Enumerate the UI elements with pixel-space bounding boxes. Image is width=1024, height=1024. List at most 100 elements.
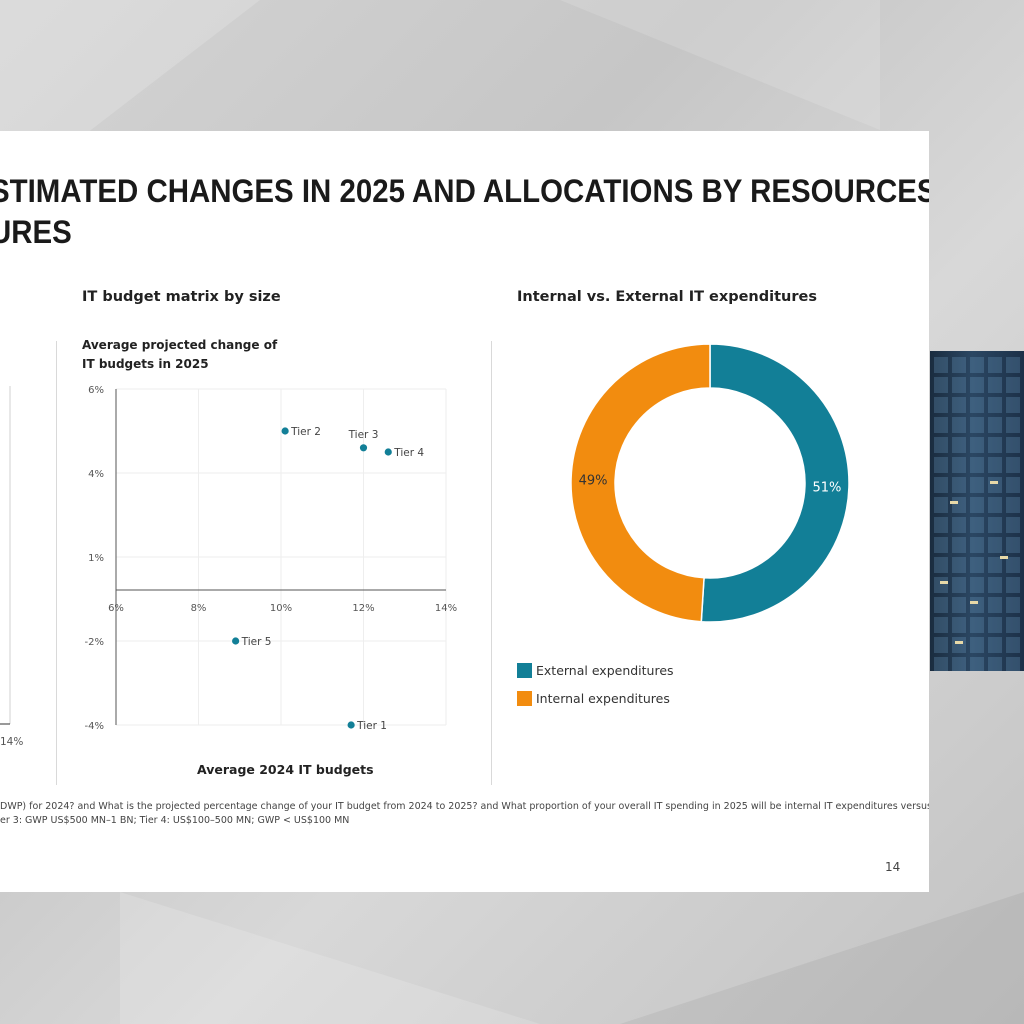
- photo-window: [952, 497, 966, 513]
- photo-light: [970, 601, 978, 604]
- scatter-y-axis-title: Average projected change of IT budgets i…: [82, 338, 278, 371]
- photo-window: [934, 557, 948, 573]
- legend-swatch: [517, 690, 532, 706]
- footnote-line1: DWP) for 2024? and What is the projected…: [0, 801, 929, 812]
- background-shape: [560, 0, 880, 130]
- x-tick-label: 6%: [108, 603, 124, 614]
- photo-window: [1006, 417, 1020, 433]
- photo-window: [934, 457, 948, 473]
- photo-window: [1006, 617, 1020, 633]
- photo-window: [970, 497, 984, 513]
- photo-window: [952, 597, 966, 613]
- divider: [491, 341, 492, 785]
- photo-window: [952, 657, 966, 671]
- donut-slice-external: [700, 343, 850, 623]
- scatter-point-label: Tier 4: [393, 447, 424, 459]
- photo-window: [934, 357, 948, 373]
- building-photo: [930, 351, 1024, 671]
- background-shape: [620, 892, 1024, 1024]
- photo-light: [940, 581, 948, 584]
- photo-window: [970, 577, 984, 593]
- photo-window: [988, 477, 1002, 493]
- photo-window: [988, 617, 1002, 633]
- y-tick-label: -4%: [85, 721, 104, 732]
- y-tick-label: 1%: [88, 553, 104, 564]
- photo-window: [1006, 597, 1020, 613]
- scatter-tick-labels: 6% 4% 1% -2% -4% 6% 8% 10% 12% 14%: [85, 385, 458, 732]
- donut-slices: [570, 343, 850, 623]
- scatter-axes: [115, 389, 446, 725]
- legend-item: External expenditures: [517, 656, 674, 684]
- divider: [56, 341, 57, 785]
- photo-window: [988, 357, 1002, 373]
- photo-window: [934, 377, 948, 393]
- x-tick-label: 14%: [435, 603, 457, 614]
- photo-window: [952, 517, 966, 533]
- photo-window: [934, 577, 948, 593]
- scatter-point: [384, 448, 392, 456]
- photo-window: [1006, 537, 1020, 553]
- photo-window: [988, 637, 1002, 653]
- photo-window: [970, 397, 984, 413]
- scatter-heading: IT budget matrix by size: [82, 289, 281, 305]
- photo-window: [1006, 497, 1020, 513]
- photo-window: [952, 397, 966, 413]
- photo-window: [970, 377, 984, 393]
- photo-window: [1006, 517, 1020, 533]
- footnote-line2: er 3: GWP US$500 MN–1 BN; Tier 4: US$100…: [0, 815, 350, 826]
- photo-window: [1006, 397, 1020, 413]
- legend-label: Internal expenditures: [536, 690, 670, 706]
- photo-window: [1006, 557, 1020, 573]
- scatter-x-axis-title: Average 2024 IT budgets: [197, 762, 374, 777]
- y-tick-label: 6%: [88, 385, 104, 396]
- x-tick-label: 8%: [191, 603, 207, 614]
- photo-window: [988, 497, 1002, 513]
- photo-window: [970, 457, 984, 473]
- photo-window: [952, 537, 966, 553]
- donut-chart: 51% 49%: [570, 343, 850, 623]
- photo-window: [988, 577, 1002, 593]
- photo-window: [952, 617, 966, 633]
- photo-window: [934, 417, 948, 433]
- photo-window: [988, 377, 1002, 393]
- photo-window: [1006, 437, 1020, 453]
- photo-window: [1006, 657, 1020, 671]
- photo-window: [1006, 457, 1020, 473]
- photo-window: [952, 557, 966, 573]
- donut-slice-internal: [570, 343, 711, 623]
- footnote: DWP) for 2024? and What is the projected…: [0, 800, 929, 828]
- photo-window: [934, 617, 948, 633]
- photo-window: [952, 457, 966, 473]
- donut-legend: External expenditures Internal expenditur…: [517, 656, 674, 712]
- slide-title-line2: URES: [0, 214, 72, 250]
- slide-title: STIMATED CHANGES IN 2025 AND ALLOCATIONS…: [0, 171, 929, 253]
- photo-window: [988, 557, 1002, 573]
- scatter-point: [359, 444, 368, 452]
- photo-window: [934, 437, 948, 453]
- partial-left-chart: 14%: [0, 386, 23, 748]
- presentation-slide: STIMATED CHANGES IN 2025 AND ALLOCATIONS…: [0, 131, 929, 892]
- photo-window: [934, 657, 948, 671]
- photo-window: [970, 517, 984, 533]
- photo-window: [988, 397, 1002, 413]
- photo-light: [990, 481, 998, 484]
- photo-window: [970, 477, 984, 493]
- y-tick-label: 4%: [88, 469, 104, 480]
- photo-window: [934, 477, 948, 493]
- photo-window: [1006, 377, 1020, 393]
- photo-window: [1006, 477, 1020, 493]
- photo-window: [970, 537, 984, 553]
- photo-window: [952, 477, 966, 493]
- photo-window: [1006, 577, 1020, 593]
- photo-window: [952, 417, 966, 433]
- photo-window: [970, 417, 984, 433]
- photo-window: [952, 577, 966, 593]
- background-shape: [120, 892, 540, 1024]
- photo-window: [952, 437, 966, 453]
- donut-labels: 51% 49%: [579, 473, 842, 495]
- donut-heading: Internal vs. External IT expenditures: [517, 289, 817, 305]
- slide-title-line1: STIMATED CHANGES IN 2025 AND ALLOCATIONS…: [0, 173, 929, 209]
- photo-light: [950, 501, 958, 504]
- scatter-point-label: Tier 2: [290, 426, 321, 438]
- donut-slice-label: 49%: [579, 473, 608, 488]
